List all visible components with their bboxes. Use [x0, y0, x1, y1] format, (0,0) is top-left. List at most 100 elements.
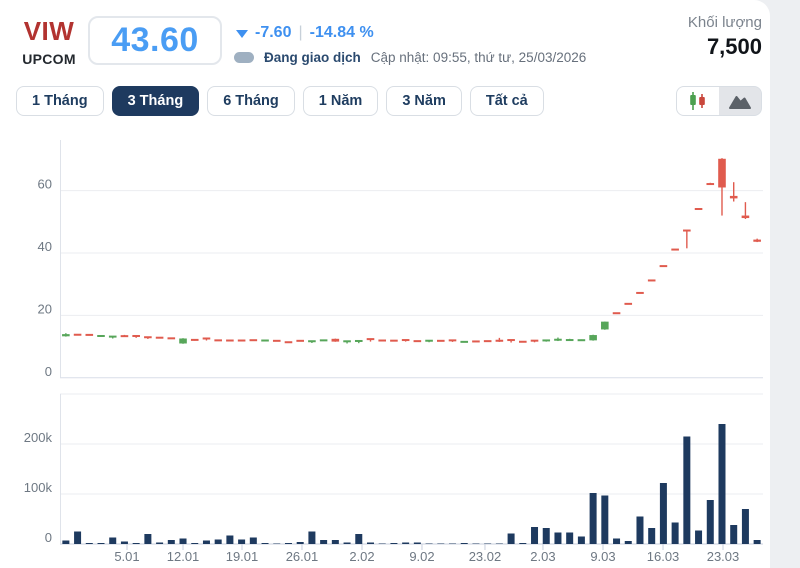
volume-bar — [261, 543, 269, 544]
date-tick-label: 2.03 — [530, 549, 555, 564]
volume-bar — [238, 539, 246, 544]
candle-body — [436, 339, 445, 342]
price-change-row: -7.60 | -14.84 % — [236, 24, 374, 42]
candle-body — [319, 339, 328, 342]
candle-body — [472, 340, 480, 343]
volume-bar — [695, 530, 703, 544]
candle-body — [530, 339, 539, 342]
current-price-box: 43.60 — [88, 16, 222, 65]
candle-body — [202, 337, 211, 340]
tab-3-year[interactable]: 3 Năm — [386, 86, 462, 116]
volume-bar — [683, 436, 691, 544]
volume-bar — [671, 522, 679, 544]
last-updated: Cập nhật: 09:55, thứ tư, 25/03/2026 — [370, 50, 587, 65]
candle-body — [132, 334, 140, 337]
candle-body — [495, 339, 504, 342]
triangle-down-icon — [236, 30, 248, 38]
volume-bar — [613, 538, 621, 544]
volume-bar — [226, 535, 234, 544]
volume-bar — [624, 541, 632, 544]
candle-body — [155, 336, 164, 339]
candle-body — [190, 338, 199, 341]
quote-card: VIW UPCOM 43.60 -7.60 | -14.84 % Đang gi… — [0, 0, 770, 568]
volume-bar — [648, 528, 656, 544]
candle-body — [108, 335, 117, 338]
volume-bar — [706, 500, 714, 544]
candle-body — [366, 338, 375, 341]
exchange-label: UPCOM — [22, 51, 76, 67]
price-volume-chart: 0 20 40 60 0 100k 200k 5.01 12.01 19.01 26.01 2.02 9… — [24, 140, 763, 564]
volume-bar — [566, 532, 574, 544]
candle-body — [753, 239, 761, 242]
tab-1-year[interactable]: 1 Năm — [302, 86, 379, 116]
tab-6-month[interactable]: 6 Tháng — [207, 86, 295, 116]
volume-axis-tick-label: 100k — [24, 480, 53, 495]
current-price: 43.60 — [111, 21, 199, 59]
volume-bar — [97, 543, 105, 544]
volume-bar — [601, 495, 609, 544]
candlestick-view-button[interactable] — [677, 87, 719, 115]
date-tick-label: 5.01 — [114, 549, 139, 564]
candle-body — [167, 337, 176, 340]
candle-body — [425, 339, 433, 342]
volume-bar — [577, 536, 585, 544]
candle-body — [237, 339, 246, 342]
candle-body — [659, 265, 668, 268]
status-pill-icon — [234, 52, 254, 63]
candle-body — [729, 195, 738, 199]
tab-all[interactable]: Tất cả — [469, 86, 544, 116]
candle-body — [284, 341, 293, 344]
candle-body — [261, 339, 269, 342]
volume-bar — [390, 543, 398, 544]
price-axis-tick-label: 0 — [45, 364, 52, 379]
volume-bar — [741, 509, 749, 544]
price-axis-tick-label: 40 — [38, 239, 52, 254]
volume-bar — [472, 543, 480, 544]
candle-body — [589, 335, 597, 341]
candle-body — [741, 215, 750, 219]
date-tick-label: 12.01 — [167, 549, 200, 564]
candle-body — [694, 208, 703, 211]
candle-body — [120, 335, 129, 338]
candle-body — [601, 321, 609, 330]
volume-bar — [519, 543, 527, 544]
volume-bar — [659, 483, 667, 544]
trading-status-row: Đang giao dịch Cập nhật: 09:55, thứ tư, … — [234, 50, 586, 65]
candle-body — [706, 183, 715, 186]
date-tick-label: 16.03 — [647, 549, 680, 564]
area-view-button[interactable] — [719, 87, 761, 115]
volume-bar — [156, 542, 164, 544]
candle-body — [378, 339, 387, 342]
ticker-symbol: VIW — [23, 16, 75, 46]
volume-bar — [413, 542, 421, 544]
candle-body — [460, 340, 469, 343]
volume-bar — [730, 525, 738, 544]
volume-bar — [484, 543, 492, 544]
candle-body — [354, 339, 363, 342]
mountain-area-icon — [729, 96, 751, 109]
date-tick-label: 2.02 — [349, 549, 374, 564]
volume-bar — [296, 542, 304, 544]
candle-body — [519, 340, 527, 343]
candle-body — [401, 339, 410, 342]
candle-body — [636, 291, 644, 294]
candle-body — [624, 302, 633, 305]
volume-bar — [718, 424, 726, 544]
candle-body — [249, 339, 258, 342]
tab-1-month[interactable]: 1 Tháng — [16, 86, 104, 116]
candle-body — [483, 340, 492, 343]
tab-3-month[interactable]: 3 Tháng — [111, 86, 200, 116]
trading-status: Đang giao dịch — [264, 50, 361, 65]
candle-body — [612, 312, 621, 315]
volume-bar — [378, 543, 386, 544]
candle-body — [507, 339, 515, 342]
volume-bar — [179, 538, 187, 544]
candle-body — [647, 279, 656, 282]
volume-bar — [202, 540, 210, 544]
candle-body — [577, 339, 586, 342]
candle-body — [331, 338, 340, 342]
price-change: -7.60 — [255, 24, 292, 41]
volume-bar — [320, 540, 328, 544]
volume-bar — [402, 542, 410, 544]
